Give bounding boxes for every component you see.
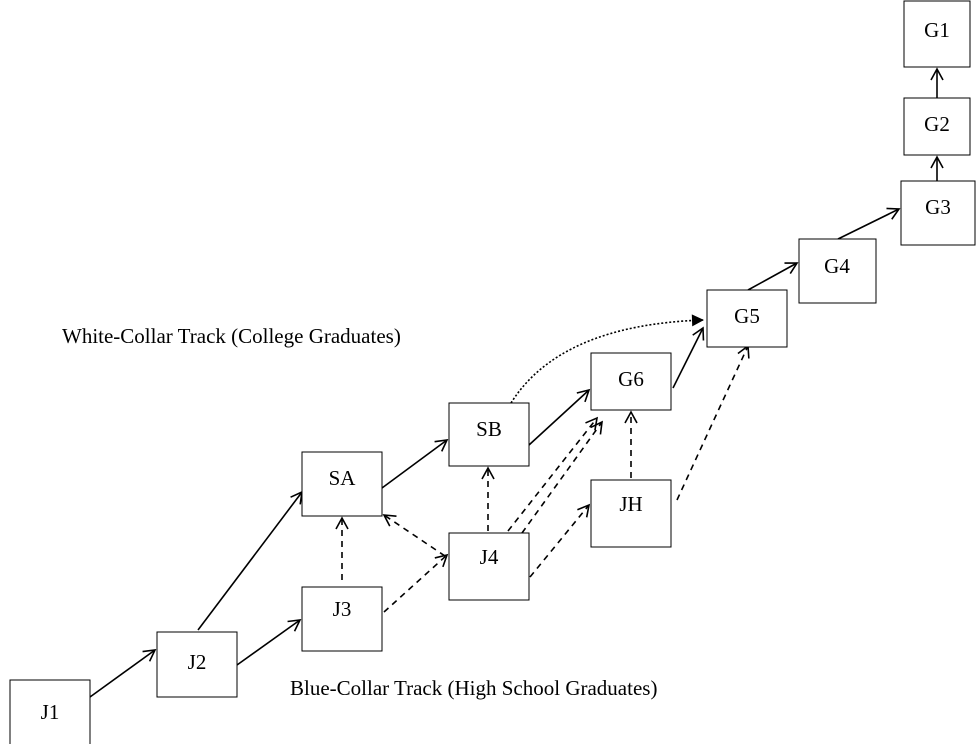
edge-dashed (507, 416, 599, 532)
node-box (590, 479, 672, 548)
node-box (448, 532, 530, 601)
edge-dashed (382, 514, 446, 557)
track-label: White-Collar Track (College Graduates) (62, 324, 401, 348)
node-label: J4 (480, 545, 499, 569)
node-label: G3 (925, 195, 951, 219)
edge (837, 207, 901, 240)
edge (197, 490, 304, 631)
node-label: J3 (333, 597, 352, 621)
node-label: G6 (618, 367, 644, 391)
edge (89, 649, 157, 698)
edge (528, 388, 591, 446)
node-box (301, 586, 383, 652)
node-box (798, 238, 877, 304)
node-box (448, 402, 530, 467)
node-box (301, 451, 383, 517)
edge-dashed (383, 553, 449, 613)
node-label: J2 (188, 650, 207, 674)
node-box (156, 631, 238, 698)
edge-dashed (676, 344, 750, 501)
node-label: G5 (734, 304, 760, 328)
node-label: G2 (924, 112, 950, 136)
track-label: Blue-Collar Track (High School Graduates… (290, 676, 657, 700)
node-label: G4 (824, 254, 850, 278)
node-box (590, 352, 672, 411)
node-label: G1 (924, 18, 950, 42)
edge (747, 262, 799, 291)
node-box (903, 97, 971, 156)
edges (89, 67, 944, 698)
node-label: SB (476, 417, 502, 441)
node-label: J1 (41, 700, 60, 724)
edge-dashed (529, 503, 591, 578)
node-box (900, 180, 976, 246)
node-box (903, 0, 971, 68)
node-box (9, 679, 91, 744)
edge (381, 439, 449, 489)
edge-dashed (521, 420, 603, 534)
edge (672, 326, 705, 389)
node-label: SA (329, 466, 357, 490)
nodes: J1 J2 J3 J4 SA SB JH G6 G5 G4 G3 G2 G1 (9, 0, 976, 744)
edge (236, 619, 302, 666)
node-label: JH (619, 492, 642, 516)
node-box (706, 289, 788, 348)
